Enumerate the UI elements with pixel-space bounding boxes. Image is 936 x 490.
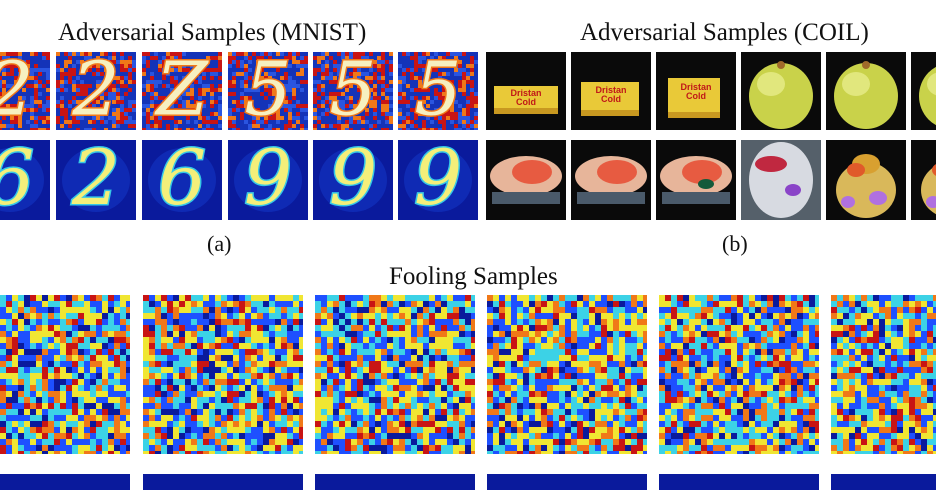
svg-text:Cold: Cold <box>686 91 706 101</box>
svg-text:2: 2 <box>0 52 34 130</box>
fooling-sample-image <box>143 295 303 454</box>
mnist-adversarial-image: 5 <box>313 52 393 130</box>
svg-text:9: 9 <box>244 140 292 220</box>
mnist-adversarial-image: 5 <box>228 52 308 130</box>
mnist-digit-image: 9 <box>228 140 308 220</box>
svg-text:6: 6 <box>0 140 34 220</box>
coil-adversarial-image <box>571 140 651 220</box>
fooling-sample-image-partial <box>143 474 303 490</box>
panel-a-caption: (a) <box>207 231 232 256</box>
panel-c-title: Fooling Samples <box>389 263 558 290</box>
fooling-sample-image <box>659 295 819 454</box>
panel-b-title: Adversarial Samples (COIL) <box>580 19 869 46</box>
coil-fruit-image <box>826 52 906 130</box>
fooling-sample-image-partial <box>315 474 475 490</box>
fooling-sample-image <box>831 295 936 454</box>
coil-box-image: Dristan Cold <box>656 52 736 130</box>
svg-text:2: 2 <box>71 52 119 130</box>
mnist-digit-image: 6 <box>0 140 50 220</box>
svg-text:Dristan: Dristan <box>680 82 711 92</box>
coil-adversarial-image <box>741 140 821 220</box>
svg-text:5: 5 <box>244 52 291 130</box>
fooling-sample-image-partial <box>0 474 130 490</box>
svg-text:Cold: Cold <box>516 97 536 107</box>
svg-text:9: 9 <box>414 140 462 220</box>
coil-adversarial-image <box>911 140 936 220</box>
mnist-digit-image: 9 <box>313 140 393 220</box>
fooling-sample-image <box>0 295 130 454</box>
mnist-digit-image: 9 <box>398 140 478 220</box>
svg-text:Dristan: Dristan <box>510 88 541 98</box>
coil-box-image: Dristan Cold <box>571 52 651 130</box>
svg-text:5: 5 <box>414 52 461 130</box>
panel-a-title: Adversarial Samples (MNIST) <box>58 19 367 46</box>
panel-b-caption: (b) <box>722 231 748 256</box>
svg-text:Cold: Cold <box>601 94 621 104</box>
coil-adversarial-image <box>486 140 566 220</box>
svg-text:5: 5 <box>329 52 376 130</box>
coil-fruit-image <box>741 52 821 130</box>
svg-text:Z: Z <box>154 52 209 130</box>
fooling-sample-image <box>487 295 647 454</box>
fooling-sample-image-partial <box>659 474 819 490</box>
mnist-digit-image: 6 <box>142 140 222 220</box>
svg-text:6: 6 <box>158 140 206 220</box>
svg-text:9: 9 <box>329 140 377 220</box>
mnist-adversarial-image: Z <box>142 52 222 130</box>
svg-text:Dristan: Dristan <box>595 85 626 95</box>
mnist-adversarial-image: 2 <box>0 52 50 130</box>
mnist-digit-image: 2 <box>56 140 136 220</box>
coil-adversarial-image <box>826 140 906 220</box>
mnist-adversarial-image: 2 <box>56 52 136 130</box>
svg-text:2: 2 <box>71 140 120 220</box>
fooling-sample-image-partial <box>487 474 647 490</box>
fooling-sample-image-partial <box>831 474 936 490</box>
fooling-sample-image <box>315 295 475 454</box>
coil-fruit-image <box>911 52 936 130</box>
coil-adversarial-image <box>656 140 736 220</box>
mnist-adversarial-image: 5 <box>398 52 478 130</box>
coil-box-image: Dristan Cold <box>486 52 566 130</box>
